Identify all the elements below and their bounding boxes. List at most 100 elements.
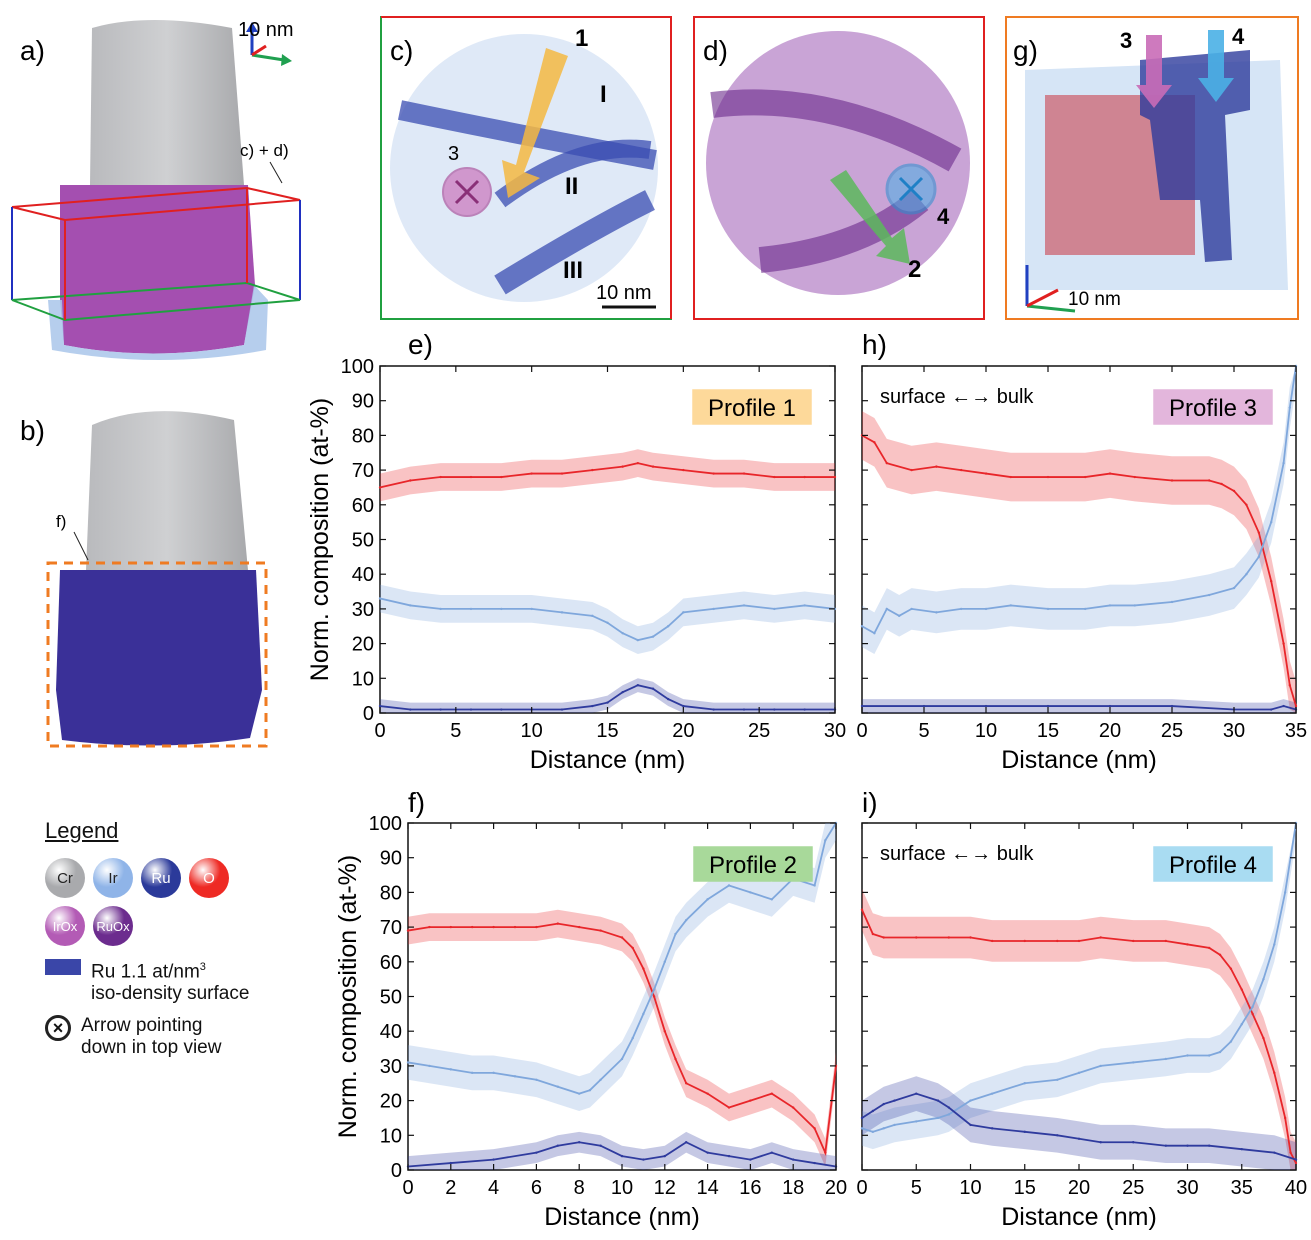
legend-ball-ruox: RuOx: [93, 906, 133, 946]
point-ir: [1273, 943, 1276, 946]
scale-g-label: 10 nm: [1068, 289, 1121, 310]
point-ru: [620, 1154, 624, 1158]
point-ru: [706, 1151, 709, 1154]
x-tick-label: 0: [374, 720, 385, 742]
point-ir: [1229, 1040, 1233, 1043]
point-ir: [1232, 586, 1236, 590]
point-ru: [1208, 1144, 1211, 1147]
x-tick-label: 20: [672, 720, 694, 742]
point-ru: [893, 1099, 896, 1102]
point-ir: [770, 898, 773, 901]
y-tick-label: 20: [380, 1091, 402, 1113]
point-o: [469, 475, 473, 479]
isosurface-swatch: [45, 959, 81, 975]
x-tick-label: 20: [1099, 720, 1121, 742]
point-o: [770, 1092, 773, 1095]
y-tick-label: 0: [391, 1160, 402, 1182]
point-ru: [606, 701, 609, 704]
point-o: [871, 932, 875, 936]
point-o: [960, 468, 963, 472]
point-ru: [1273, 1151, 1276, 1154]
point-o: [530, 472, 533, 475]
point-o: [1218, 953, 1222, 957]
point-ru: [535, 1151, 538, 1154]
point-o: [885, 461, 888, 465]
y-tick-label: 80: [380, 882, 402, 904]
point-ir: [666, 625, 670, 628]
point-o: [500, 475, 503, 479]
series-o-h: [861, 434, 1297, 707]
point-o: [833, 475, 837, 479]
profile-4-number: 4: [937, 204, 950, 229]
point-ru: [969, 1123, 972, 1127]
point-o: [813, 1127, 816, 1130]
point-o: [449, 925, 452, 929]
x-tick-label: 18: [782, 1177, 804, 1199]
point-o: [1288, 684, 1292, 687]
point-o: [1270, 579, 1273, 583]
point-o: [1170, 479, 1174, 482]
x-tick-label: 25: [1161, 720, 1183, 742]
point-o: [1229, 967, 1233, 970]
profile-3-arrow-g: [1136, 35, 1172, 108]
point-o: [428, 925, 431, 929]
y-tick-label: 40: [352, 564, 374, 586]
point-o: [599, 929, 602, 932]
marker-f-label: f): [56, 512, 66, 531]
profile-badge-label: Profile 3: [1169, 395, 1257, 422]
chart-e-profile-1: 0 5 10 15 20 25 30 0 10 20 30 40 50 60 70 80 90 100 Distan…: [306, 356, 846, 774]
x-tick-label: 35: [1231, 1177, 1253, 1199]
point-o: [1208, 479, 1211, 482]
x-axis-label: Distance (nm): [530, 746, 686, 774]
x-tick-label: 10: [975, 720, 997, 742]
point-ru: [682, 704, 685, 708]
legend-oxide-row: IrOx RuOx: [45, 906, 305, 946]
point-ir: [530, 607, 533, 611]
panel-b-reconstruction: b) f): [20, 411, 268, 748]
point-ir: [860, 625, 864, 628]
point-ir: [915, 1120, 918, 1123]
point-o: [556, 922, 559, 925]
point-ir: [1009, 604, 1012, 607]
point-ir: [1164, 1057, 1168, 1061]
y-tick-label: 50: [380, 987, 402, 1009]
panel-d-topview: d) 2 4: [693, 16, 985, 320]
tip-a-cr-region: [90, 20, 244, 185]
y-tick-label: 70: [380, 917, 402, 939]
profile-badge: [693, 846, 813, 882]
point-ir: [803, 604, 806, 607]
point-ir: [742, 604, 746, 607]
band-o-e: [380, 449, 835, 502]
point-ru: [922, 704, 926, 708]
region-I-label: I: [600, 81, 607, 108]
point-ir: [749, 891, 752, 894]
point-ir: [513, 1075, 517, 1078]
point-ru: [556, 1144, 559, 1147]
point-o: [1240, 988, 1243, 991]
point-ir: [1099, 1064, 1102, 1068]
point-ir: [1251, 1005, 1254, 1009]
x-tick-label: 0: [856, 720, 867, 742]
x-axis-label: Distance (nm): [1001, 746, 1157, 774]
point-ru: [651, 687, 655, 690]
point-o: [621, 465, 624, 468]
profile-1-arrow: [502, 48, 568, 198]
point-ru: [439, 708, 442, 711]
x-tick-label: 5: [911, 1177, 922, 1199]
point-ir: [652, 988, 656, 991]
point-o: [471, 925, 474, 929]
legend-ball-o: O: [189, 858, 229, 898]
point-ir: [991, 1092, 994, 1095]
point-ir: [727, 884, 731, 887]
point-ir: [1208, 1054, 1211, 1057]
y-axis-label: Norm. composition (at-%): [334, 855, 362, 1138]
point-o: [560, 472, 564, 475]
arrow-down-icon: ×: [45, 1015, 71, 1042]
profile-badge: [692, 389, 812, 425]
ru-isosurface: [1140, 50, 1250, 262]
point-o: [631, 946, 634, 950]
point-ru: [1023, 1130, 1026, 1134]
point-ir: [824, 839, 827, 842]
point-ir: [492, 1071, 495, 1075]
